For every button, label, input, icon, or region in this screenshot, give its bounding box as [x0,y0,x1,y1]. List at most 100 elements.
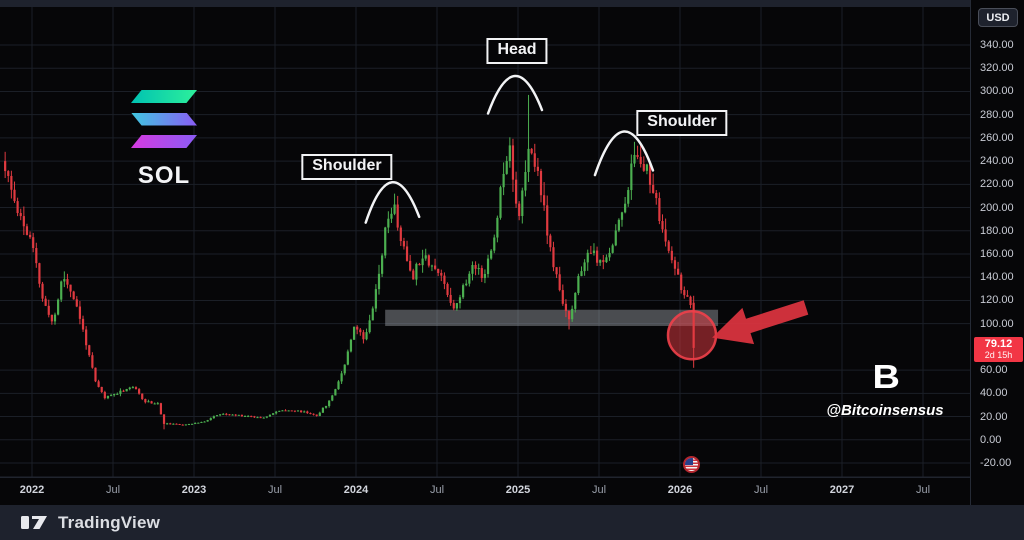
candle-body [243,415,247,417]
candle-body [648,164,652,185]
candle-body [381,255,384,274]
candle-body [247,415,250,417]
candle-body [611,245,614,253]
annotation-label-right-shoulder[interactable]: Shoulder [636,109,728,136]
candle-body [521,190,524,217]
candle-body [508,145,511,162]
candle-body [636,154,639,157]
candle-body [595,250,599,263]
price-tick-label: 320.00 [980,62,1014,75]
candle-body [561,290,564,304]
bitcoinsensus-watermark: B @Bitcoinsensus [810,358,960,419]
neckline-support-zone[interactable] [385,309,719,326]
candle-body [574,292,577,309]
candle-body [281,410,284,412]
candle-body [209,418,212,421]
candle-body [605,257,608,263]
price-axis[interactable]: USD 79.12 2d 15h 340.00 320.00 300.00 280.0… [970,0,1024,505]
candle-body [667,241,670,251]
price-tick-label: 340.00 [980,39,1014,51]
candle-body [190,423,194,425]
breakdown-arrow-annotation[interactable] [712,300,809,345]
time-axis[interactable]: 2022 Jul 2023 Jul 2024 Jul 2025 Jul 2026 Jul 2027 J… [0,477,970,505]
candle-body [630,163,633,191]
candle-body [409,260,412,271]
candle-body [645,164,649,171]
pattern-arc-2[interactable] [593,130,655,177]
annotation-label-head[interactable]: Head [486,37,548,64]
candle-body [312,413,315,415]
candle-body [150,401,153,404]
candle-body [686,295,689,297]
candle-body [599,260,602,263]
time-tick-label: Jul [753,484,769,496]
time-tick-label: Jul [105,484,121,496]
candle-body [446,283,449,295]
tradingview-logo-icon[interactable] [20,515,50,530]
price-tick-label: 60.00 [980,364,1008,377]
candle-body [543,195,546,206]
candle-body [78,306,82,319]
candle-body [536,166,539,171]
candle-body [318,412,321,416]
candle-body [440,272,443,276]
candle-body [421,258,424,266]
candle-body [405,246,409,261]
candle-body [396,204,399,228]
candle-body [658,198,661,222]
last-price-value: 79.12 [984,337,1013,350]
candle-body [300,410,303,413]
candle-body [571,308,574,320]
candle-body [100,386,103,393]
candle-body [524,172,527,191]
solana-logo-bar-bottom [131,135,197,148]
candle-body [13,189,16,202]
candle-body [278,410,281,412]
footer-bar: TradingView [0,505,1024,540]
candle-body [371,308,374,321]
candle-body [259,417,262,419]
pattern-arc-0[interactable] [364,181,421,224]
candle-body [689,296,692,306]
candle-body [231,414,234,416]
candle-body [477,268,480,270]
candle-body [94,367,97,382]
currency-toggle-button[interactable]: USD [978,8,1018,27]
candle-body [131,387,134,389]
tradingview-brand[interactable]: TradingView [58,512,161,532]
candle-body [349,339,353,352]
price-tick-label: 260.00 [980,131,1014,144]
time-tick-label: Jul [429,484,445,496]
breakdown-circle-annotation[interactable] [666,310,718,361]
candle-body [683,290,686,296]
candle-body [268,414,272,417]
candle-body [153,403,156,405]
price-tick-label: 240.00 [980,155,1014,168]
pattern-arc-1[interactable] [486,74,544,115]
candle-body [125,388,128,392]
candle-body [293,410,296,412]
economic-event-flag-icon[interactable] [682,456,700,473]
price-tick-label: 100.00 [980,317,1014,330]
time-tick-label: 2023 [181,484,207,496]
candle-body [368,320,371,333]
price-tick-label: 300.00 [980,85,1014,98]
candle-body [109,395,113,397]
candle-body [159,403,163,415]
candle-body [296,410,300,412]
candle-body [22,216,25,227]
bar-countdown: 2d 15h [984,349,1013,360]
candle-body [119,390,122,394]
candle-body [306,411,309,414]
candle-body [228,414,231,416]
candle-body [175,423,178,425]
price-tick-label: 20.00 [980,410,1008,423]
candle-body [676,268,680,275]
candle-body [194,423,197,425]
candle-body [387,218,390,228]
candle-body [234,414,237,416]
candle-body [455,303,458,309]
annotation-label-left-shoulder[interactable]: Shoulder [301,153,393,180]
candle-body [608,252,611,258]
